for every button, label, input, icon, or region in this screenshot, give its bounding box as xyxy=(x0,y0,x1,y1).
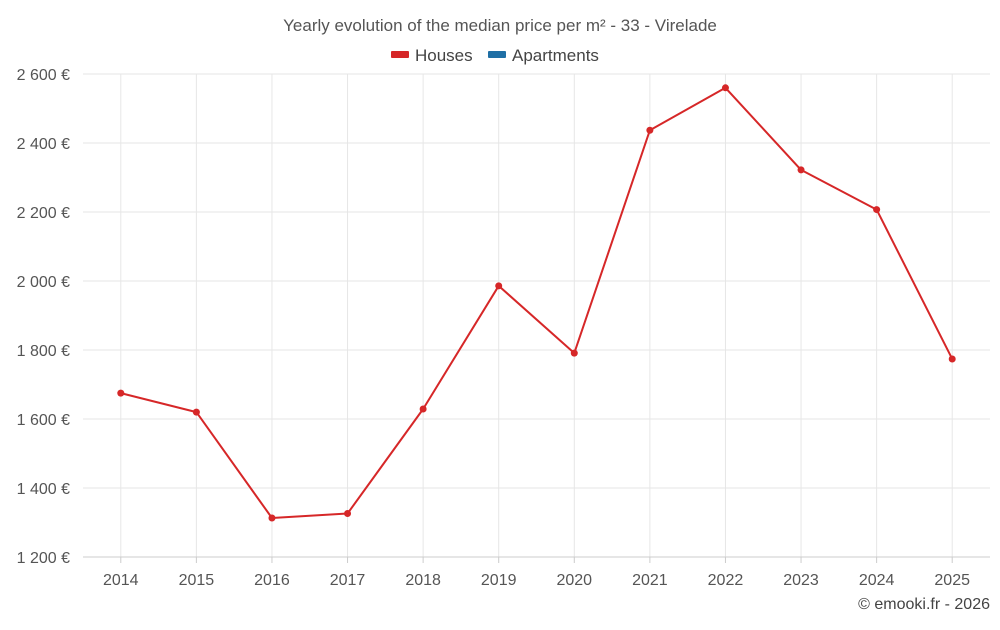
x-tick-label: 2019 xyxy=(481,572,517,589)
y-tick-label: 1 200 € xyxy=(17,550,70,567)
y-tick-label: 2 200 € xyxy=(17,205,70,222)
x-tick-label: 2014 xyxy=(103,572,139,589)
x-tick-label: 2021 xyxy=(632,572,668,589)
y-tick-label: 1 600 € xyxy=(17,412,70,429)
x-tick-label: 2022 xyxy=(708,572,744,589)
data-point-houses-2015[interactable] xyxy=(192,408,200,416)
data-point-houses-2014[interactable] xyxy=(117,389,125,397)
series-line-houses xyxy=(120,86,954,520)
credit-text: © emooki.fr - 2026 xyxy=(858,596,990,613)
legend-label-houses: Houses xyxy=(415,46,473,65)
chart-title: Yearly evolution of the median price per… xyxy=(283,16,717,35)
legend-label-apartments: Apartments xyxy=(512,46,599,65)
x-tick-label: 2024 xyxy=(859,572,895,589)
data-point-houses-2016[interactable] xyxy=(268,514,276,522)
x-tick-label: 2023 xyxy=(783,572,819,589)
y-tick-label: 2 600 € xyxy=(17,67,70,84)
data-point-houses-2020[interactable] xyxy=(570,349,578,357)
x-tick-label: 2015 xyxy=(179,572,215,589)
grid xyxy=(83,73,990,557)
legend: Houses Apartments xyxy=(391,46,599,65)
legend-swatch-apartments xyxy=(488,51,506,58)
y-tick-label: 2 000 € xyxy=(17,274,70,291)
legend-swatch-houses xyxy=(391,51,409,58)
data-point-houses-2024[interactable] xyxy=(873,206,881,214)
x-tick-label: 2017 xyxy=(330,572,366,589)
legend-item-houses[interactable]: Houses xyxy=(391,46,473,65)
y-tick-label: 1 400 € xyxy=(17,481,70,498)
data-point-houses-2021[interactable] xyxy=(646,126,654,134)
x-tick-label: 2020 xyxy=(556,572,592,589)
x-tick-label: 2016 xyxy=(254,572,290,589)
y-tick-label: 2 400 € xyxy=(17,136,70,153)
data-point-houses-2019[interactable] xyxy=(495,282,503,290)
legend-item-apartments[interactable]: Apartments xyxy=(488,46,599,65)
data-point-houses-2018[interactable] xyxy=(419,405,427,413)
series xyxy=(117,84,956,522)
data-point-houses-2022[interactable] xyxy=(721,84,729,92)
x-tick-label: 2025 xyxy=(934,572,970,589)
data-point-houses-2025[interactable] xyxy=(948,355,956,363)
axes: 1 200 € 1 400 € 1 600 € 1 800 € 2 000 € 2 200… xyxy=(17,67,990,589)
x-tick-label: 2018 xyxy=(405,572,441,589)
data-point-houses-2017[interactable] xyxy=(344,510,352,518)
data-point-houses-2023[interactable] xyxy=(797,166,805,174)
y-tick-label: 1 800 € xyxy=(17,343,70,360)
